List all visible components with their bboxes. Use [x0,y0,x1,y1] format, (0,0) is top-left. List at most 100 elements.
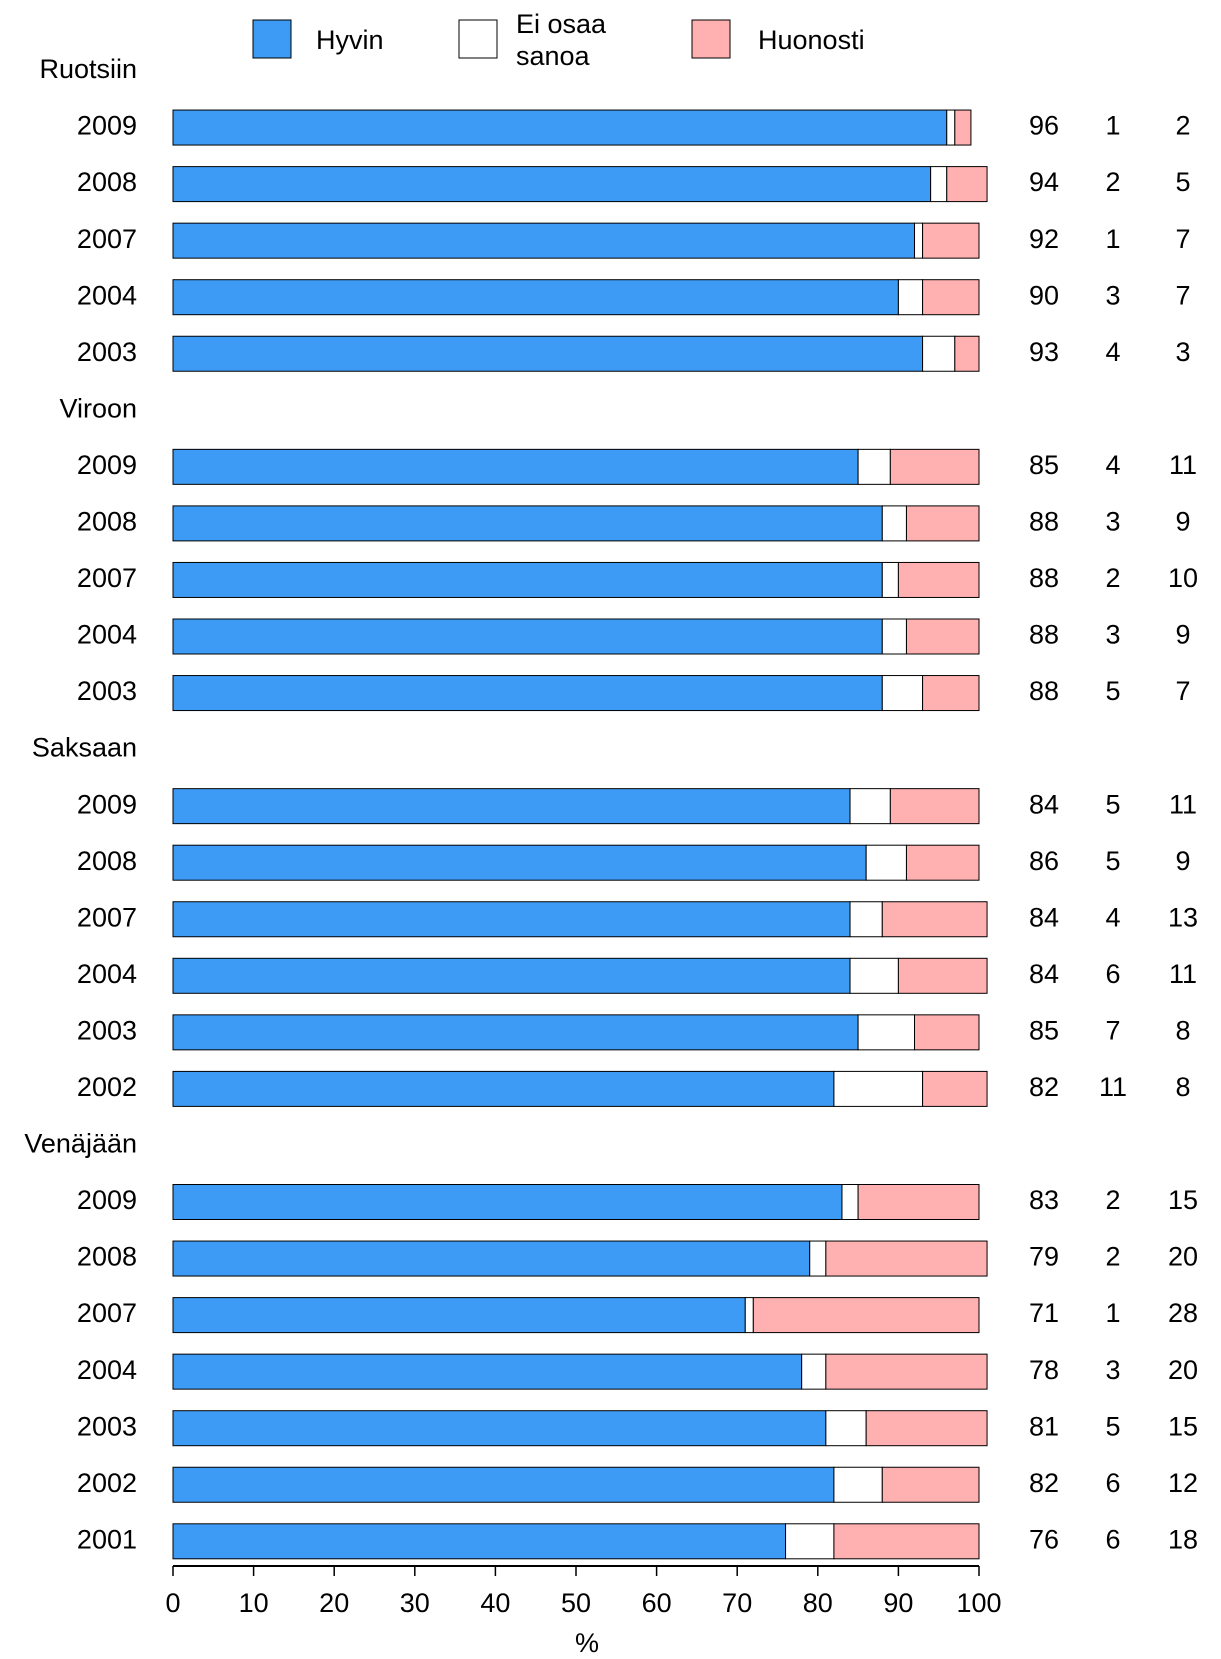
x-tick-label: 80 [803,1588,833,1618]
value-label: 3 [1105,280,1120,310]
y-tick-label: 2004 [77,280,137,310]
bar-segment [922,675,980,712]
bar-segment [849,788,891,825]
value-label: 88 [1029,676,1059,706]
bar-segment [825,1353,988,1390]
y-tick-label: 2007 [77,1298,137,1328]
bar-segment [849,901,883,938]
x-tick-label: 20 [319,1588,349,1618]
bar-segment [744,1297,754,1334]
y-tick-label: 2003 [77,1411,137,1441]
bar-segment [172,1014,859,1051]
bar-segment [172,1070,835,1107]
bar-segment [833,1466,883,1503]
bar-segment [172,109,948,146]
bar-segment [954,335,980,372]
group-label: Saksaan [32,733,137,763]
y-tick-label: 2009 [77,111,137,141]
bar-segment [172,561,883,598]
value-label: 93 [1029,337,1059,367]
group-label: Venäjään [24,1129,137,1159]
legend-swatch [458,19,498,59]
value-label: 20 [1168,1355,1198,1385]
value-label: 9 [1175,507,1190,537]
value-label: 11 [1169,789,1197,819]
y-tick-label: 2007 [77,224,137,254]
bar-segment [922,335,956,372]
bar-segment [172,788,851,825]
bar-segment [172,957,851,994]
bar-segment [889,788,980,825]
bar-segment [930,166,948,203]
value-label: 90 [1029,280,1059,310]
y-tick-label: 2004 [77,959,137,989]
value-label: 6 [1105,1468,1120,1498]
bar-segment [172,166,932,203]
bar-segment [801,1353,827,1390]
value-label: 5 [1105,1411,1120,1441]
value-label: 7 [1175,224,1190,254]
value-label: 2 [1175,111,1190,141]
bar-segment [785,1523,835,1560]
value-label: 2 [1105,1185,1120,1215]
bar-segment [881,618,907,655]
group-label: Ruotsiin [39,54,137,84]
bar-segment [833,1070,924,1107]
bar-segment [172,1184,843,1220]
value-label: 1 [1105,1298,1120,1328]
bar-segment [172,844,867,881]
bar-segment [172,505,883,542]
value-label: 76 [1029,1524,1059,1554]
value-label: 7 [1105,1015,1120,1045]
y-tick-label: 2002 [77,1468,137,1498]
value-label: 83 [1029,1185,1059,1215]
x-axis-label: % [575,1628,599,1658]
bar-segment [172,1240,811,1277]
bar-segment [857,1014,916,1051]
bar-segment [172,335,924,372]
value-label: 28 [1168,1298,1198,1328]
legend-text: Huonosti [758,25,865,55]
y-tick-label: 2007 [77,902,137,932]
value-label: 12 [1168,1468,1198,1498]
group-label: Viroon [59,393,137,423]
value-label: 6 [1105,959,1120,989]
bar-segment [881,1466,980,1503]
value-label: 84 [1029,959,1059,989]
value-label: 88 [1029,507,1059,537]
bar-segment [172,901,851,938]
bar-segment [897,957,988,994]
bar-segment [946,109,956,146]
x-tick-label: 100 [956,1588,1001,1618]
bar-segment [857,448,891,485]
x-tick-label: 50 [561,1588,591,1618]
legend-swatch [691,19,731,59]
value-label: 4 [1105,337,1120,367]
value-label: 1 [1105,224,1120,254]
bar-segment [833,1523,980,1560]
value-label: 9 [1175,846,1190,876]
value-label: 2 [1105,563,1120,593]
bar-segment [172,1410,827,1447]
y-tick-label: 2003 [77,1015,137,1045]
bar-segment [809,1240,827,1277]
value-label: 81 [1029,1411,1059,1441]
bar-segment [922,1070,988,1107]
x-tick-label: 70 [722,1588,752,1618]
y-tick-label: 2004 [77,1355,137,1385]
y-tick-label: 2004 [77,620,137,650]
value-label: 7 [1175,676,1190,706]
value-label: 85 [1029,1015,1059,1045]
legend-label: Hyvin [316,25,384,55]
value-label: 20 [1168,1242,1198,1272]
bar-segment [889,448,980,485]
y-tick-label: 2008 [77,507,137,537]
value-label: 5 [1105,789,1120,819]
bar-segment [922,222,980,259]
y-tick-label: 2007 [77,563,137,593]
bar-segment [849,957,899,994]
y-tick-label: 2008 [77,167,137,197]
bar-segment [914,1014,980,1051]
value-label: 94 [1029,167,1059,197]
x-tick-label: 90 [883,1588,913,1618]
